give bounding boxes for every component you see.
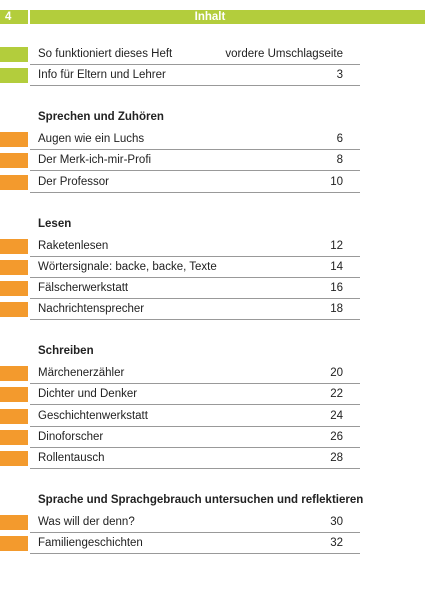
entry-marker [0, 238, 28, 254]
section-title: Sprache und Sprachgebrauch untersuchen u… [38, 494, 364, 506]
page-number-box [0, 10, 28, 24]
entry-marker [0, 429, 28, 445]
entry-title: Was will der denn? [38, 516, 135, 528]
entry-marker [0, 302, 28, 318]
entry-rule [30, 149, 360, 151]
page-number: 4 [5, 11, 12, 23]
header-bar [30, 10, 425, 24]
entry-marker [0, 515, 28, 530]
entry-rule [30, 383, 360, 385]
entry-title: Dichter und Denker [38, 388, 138, 401]
entry-page: 14 [330, 260, 343, 273]
entry-rule [30, 319, 360, 321]
entry-title: So funktioniert dieses Heft [38, 48, 173, 60]
entry-marker [0, 259, 28, 275]
entry-title: Der Professor [38, 175, 109, 188]
entry-title: Der Merk-ich-mir-Profi [38, 154, 152, 167]
entry-rule [30, 170, 360, 172]
entry-title: Wörtersignale: backe, backe, Texte [38, 260, 217, 273]
entry-title: Raketenlesen [38, 239, 109, 252]
entry-title: Familiengeschichten [38, 537, 143, 550]
entry-title: Info für Eltern und Lehrer [38, 69, 166, 82]
entry-marker [0, 132, 28, 148]
header-title: Inhalt [194, 11, 226, 23]
entry-marker [0, 366, 28, 382]
entry-rule [30, 553, 360, 555]
entry-marker [0, 536, 28, 552]
entry-marker [0, 387, 28, 403]
entry-page: vordere Umschlagseite [225, 48, 343, 60]
entry-rule [30, 446, 360, 448]
entry-page: 24 [330, 409, 343, 422]
entry-title: Fälscherwerkstatt [38, 282, 129, 294]
entry-marker [0, 451, 28, 466]
entry-title: Augen wie ein Luchs [38, 133, 145, 146]
entry-marker [0, 47, 28, 62]
entry-title: Märchenerzähler [38, 367, 125, 380]
entry-page: 8 [336, 154, 343, 167]
section-title: Schreiben [38, 345, 94, 358]
entry-page: 28 [330, 452, 343, 464]
entry-rule [30, 276, 360, 278]
entry-page: 32 [330, 537, 343, 550]
section-title: Sprechen und Zuhören [38, 111, 164, 124]
entry-rule [30, 255, 360, 257]
entry-page: 18 [330, 303, 343, 316]
entry-title: Nachrichtensprecher [38, 303, 145, 316]
entry-page: 10 [330, 175, 343, 188]
entry-page: 16 [330, 282, 343, 294]
entry-page: 26 [330, 430, 343, 443]
entry-page: 12 [330, 239, 343, 252]
entry-rule [30, 298, 360, 299]
entry-rule [30, 532, 360, 533]
entry-page: 6 [336, 133, 343, 146]
entry-marker [0, 408, 28, 424]
entry-page: 22 [330, 388, 343, 401]
entry-title: Dinoforscher [38, 430, 104, 443]
entry-rule [30, 64, 360, 65]
entry-title: Geschichtenwerkstatt [38, 409, 148, 422]
entry-title: Rollentausch [38, 452, 105, 464]
entry-rule [30, 468, 360, 469]
section-title: Lesen [38, 217, 72, 230]
entry-marker [0, 174, 28, 190]
entry-marker [0, 281, 28, 296]
entry-page: 30 [330, 516, 343, 528]
entry-page: 20 [330, 367, 343, 380]
entry-rule [30, 191, 360, 193]
entry-page: 3 [336, 69, 343, 82]
entry-rule [30, 85, 360, 87]
entry-marker [0, 68, 28, 84]
entry-marker [0, 153, 28, 169]
entry-rule [30, 404, 360, 406]
entry-rule [30, 425, 360, 427]
